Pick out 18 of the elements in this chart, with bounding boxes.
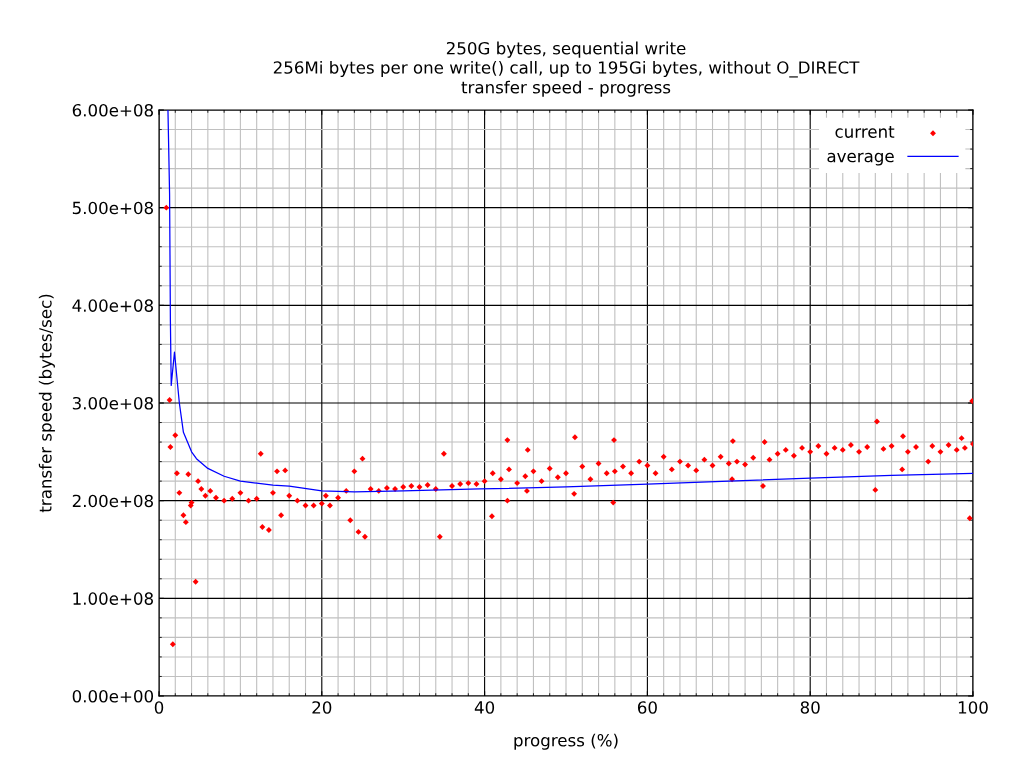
legend-label: average: [827, 152, 894, 166]
y-tick-label: 2.00e+08: [72, 494, 153, 508]
x-tick-label: 20: [312, 701, 332, 714]
y-tick-label: 6.00e+08: [72, 103, 153, 117]
x-tick-label: 0: [154, 701, 164, 714]
x-tick-label: 60: [637, 701, 657, 714]
y-axis-title: transfer speed (bytes/sec): [38, 294, 55, 513]
chart-title: 250G bytes, sequential write 256Mi bytes per one write() call, up to 195Gi bytes, without O_DIRECT transfer speed - progress: [273, 41, 860, 97]
y-tick-label: 3.00e+08: [72, 396, 153, 410]
y-tick-label: 4.00e+08: [72, 299, 153, 312]
x-tick-label: 100: [958, 701, 988, 714]
y-tick-label: 5.00e+08: [72, 201, 153, 215]
legend-label: current: [835, 125, 895, 138]
x-axis-title: progress (%): [514, 733, 618, 750]
x-tick-label: 40: [474, 701, 495, 714]
y-tick-label: 1.00e+08: [73, 592, 153, 605]
y-tick-label: 0.00e+00: [72, 689, 154, 703]
x-tick-label: 80: [800, 701, 820, 714]
